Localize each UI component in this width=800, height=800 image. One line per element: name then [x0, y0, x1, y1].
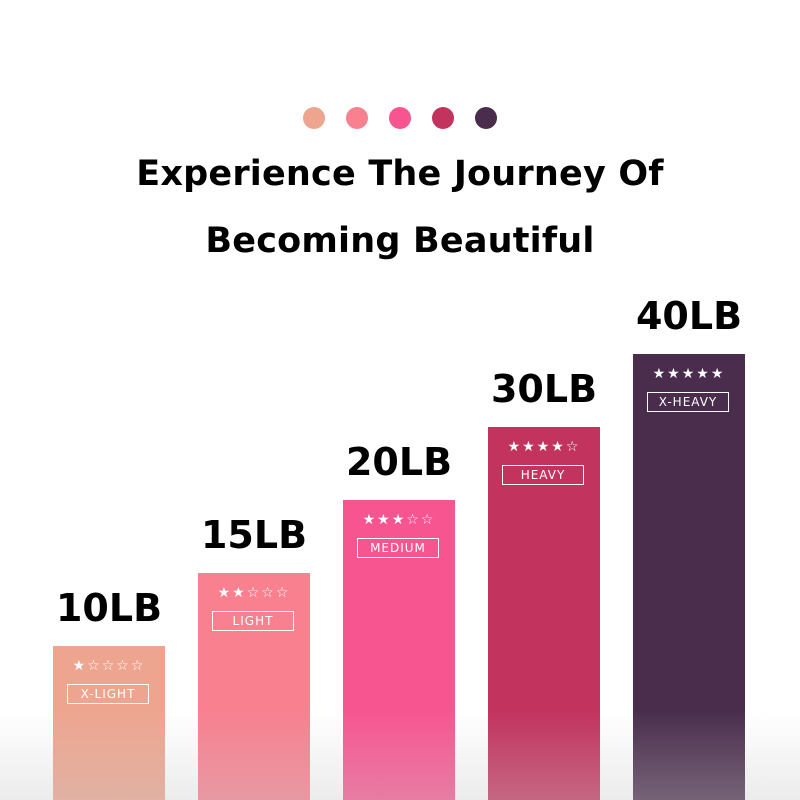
level-tag: MEDIUM	[357, 538, 439, 558]
level-tag: X-LIGHT	[67, 684, 149, 704]
level-tag: X-HEAVY	[647, 392, 729, 412]
bar: ★☆☆☆☆ X-LIGHT	[53, 646, 165, 800]
bar-label: 40LB	[635, 294, 743, 338]
star-rating: ★★★☆☆	[362, 512, 436, 528]
color-dot	[303, 107, 325, 129]
bar-label: 10LB	[55, 586, 163, 630]
bar: ★★☆☆☆ LIGHT	[198, 573, 310, 800]
bar-label: 20LB	[345, 440, 453, 484]
level-tag: HEAVY	[502, 465, 584, 485]
color-dots	[0, 107, 800, 129]
star-rating: ★★☆☆☆	[217, 585, 291, 601]
star-rating: ★★★★☆	[507, 439, 581, 455]
color-dot	[346, 107, 368, 129]
star-rating: ★☆☆☆☆	[72, 658, 146, 674]
color-dot	[389, 107, 411, 129]
star-rating: ★★★★★	[652, 366, 726, 382]
bar: ★★★☆☆ MEDIUM	[343, 500, 455, 800]
level-tag: LIGHT	[212, 611, 294, 631]
title-line-1: Experience The Journey Of	[136, 154, 664, 194]
bar-label: 30LB	[490, 367, 598, 411]
bar: ★★★★☆ HEAVY	[488, 427, 600, 800]
title-line-2: Becoming Beautiful	[205, 221, 595, 261]
bar-label: 15LB	[200, 513, 308, 557]
bar: ★★★★★ X-HEAVY	[633, 354, 745, 800]
color-dot	[475, 107, 497, 129]
color-dot	[432, 107, 454, 129]
